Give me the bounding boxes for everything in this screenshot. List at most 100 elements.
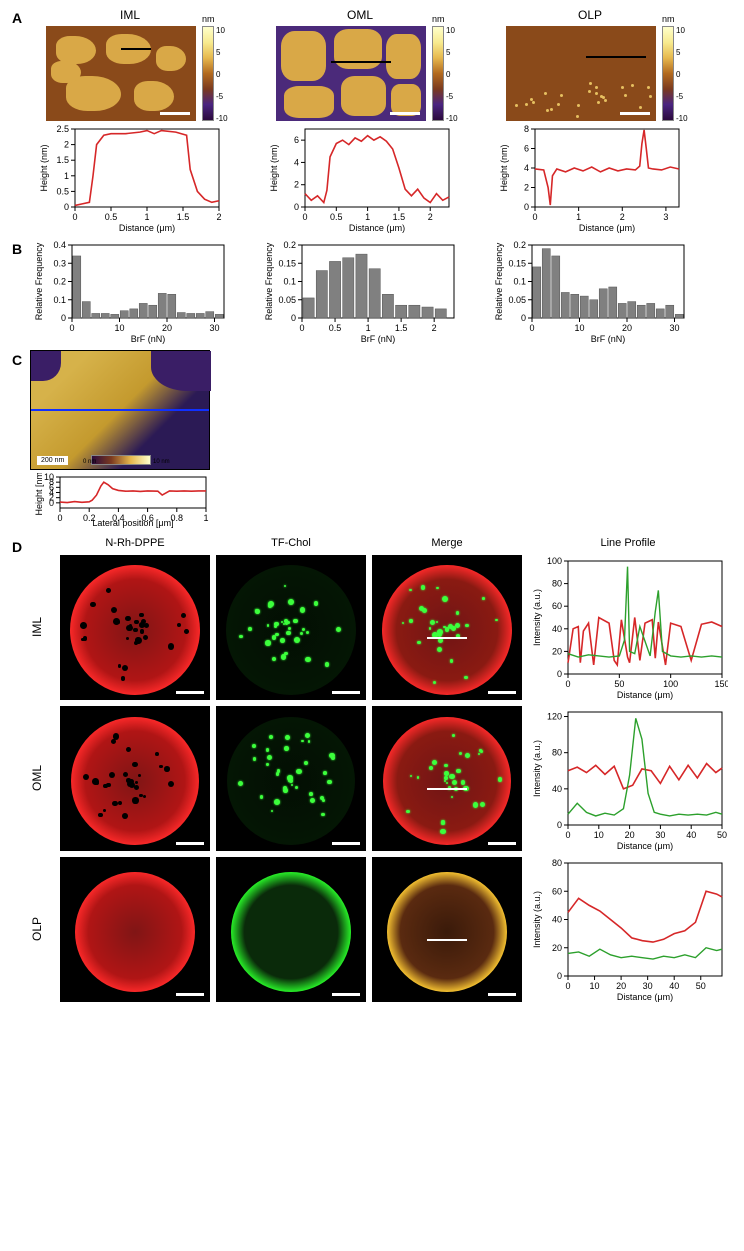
svg-text:1: 1 xyxy=(576,212,581,222)
svg-text:20: 20 xyxy=(552,646,562,656)
svg-text:0: 0 xyxy=(565,981,570,991)
svg-text:Distance (μm): Distance (μm) xyxy=(617,841,673,851)
svg-text:60: 60 xyxy=(552,601,562,611)
svg-text:0: 0 xyxy=(557,820,562,830)
svg-text:0: 0 xyxy=(72,212,77,222)
svg-text:0.5: 0.5 xyxy=(329,323,342,333)
svg-text:4: 4 xyxy=(294,157,299,167)
panel-c-label: C xyxy=(12,352,22,368)
afm-title: OML xyxy=(347,8,373,22)
svg-text:Distance (μm): Distance (μm) xyxy=(119,223,175,233)
svg-text:50: 50 xyxy=(614,679,624,689)
svg-text:1.5: 1.5 xyxy=(395,323,408,333)
svg-text:30: 30 xyxy=(669,323,679,333)
svg-text:20: 20 xyxy=(616,981,626,991)
section-line xyxy=(586,56,646,58)
scalebar xyxy=(332,691,360,694)
fluo-image-iml-1 xyxy=(216,555,366,700)
svg-text:0.05: 0.05 xyxy=(508,295,526,305)
scalebar xyxy=(176,993,204,996)
svg-text:40: 40 xyxy=(552,784,562,794)
svg-text:2: 2 xyxy=(294,180,299,190)
panel-d-colhead: N-Rh-DPPE xyxy=(60,537,210,549)
panel-a: A IMLnm1050-5-1000.511.5200.511.522.5Dis… xyxy=(8,8,736,233)
svg-text:1: 1 xyxy=(203,513,208,523)
svg-text:4: 4 xyxy=(524,163,529,173)
histogram-0: 010203000.10.20.30.4BrF (nN)Relative Fre… xyxy=(30,239,230,344)
svg-text:2.5: 2.5 xyxy=(56,124,69,134)
svg-text:20: 20 xyxy=(552,943,562,953)
svg-text:0.1: 0.1 xyxy=(513,277,526,287)
svg-text:80: 80 xyxy=(552,748,562,758)
svg-text:Distance (μm): Distance (μm) xyxy=(617,992,673,1002)
svg-text:Relative Frequency: Relative Frequency xyxy=(494,242,504,320)
svg-text:30: 30 xyxy=(643,981,653,991)
afm-block-oml: OMLnm1050-5-1000.511.520246Distance (μm)… xyxy=(260,8,460,233)
svg-text:50: 50 xyxy=(696,981,706,991)
fluo-image-iml-2 xyxy=(372,555,522,700)
panel-d-rowlabel: OML xyxy=(30,765,54,791)
svg-text:10: 10 xyxy=(44,473,54,482)
intensity-plot-olp: 01020304050020406080Distance (μm)Intensi… xyxy=(528,857,728,1002)
afm-image xyxy=(276,26,426,121)
svg-text:1: 1 xyxy=(64,171,69,181)
svg-text:Distance (μm): Distance (μm) xyxy=(617,690,673,700)
panel-c-afm-image: 200 nm 0 nm 10 nm xyxy=(30,350,210,470)
svg-text:0: 0 xyxy=(565,679,570,689)
merge-line xyxy=(427,637,467,639)
svg-text:Height (nm): Height (nm) xyxy=(39,144,49,191)
svg-text:0.4: 0.4 xyxy=(53,240,66,250)
svg-text:80: 80 xyxy=(552,579,562,589)
svg-text:2: 2 xyxy=(64,140,69,150)
svg-text:1: 1 xyxy=(366,323,371,333)
svg-text:0: 0 xyxy=(521,313,526,323)
svg-text:Lateral position [μm]: Lateral position [μm] xyxy=(92,518,173,528)
colorbar: nm1050-5-10 xyxy=(662,26,674,121)
svg-text:0: 0 xyxy=(565,830,570,840)
fluo-image-oml-0 xyxy=(60,706,210,851)
svg-text:0: 0 xyxy=(61,313,66,323)
panel-d: D N-Rh-DPPETF-CholMergeLine ProfileIML05… xyxy=(8,537,736,1002)
scalebar xyxy=(488,993,516,996)
svg-text:40: 40 xyxy=(686,830,696,840)
svg-text:Relative Frequency: Relative Frequency xyxy=(264,242,274,320)
svg-text:0.2: 0.2 xyxy=(513,240,526,250)
svg-text:Relative Frequency: Relative Frequency xyxy=(34,242,44,320)
scalebar xyxy=(620,112,650,115)
svg-text:2: 2 xyxy=(216,212,221,222)
svg-text:8: 8 xyxy=(524,124,529,134)
scalebar xyxy=(176,691,204,694)
svg-text:0.2: 0.2 xyxy=(53,277,66,287)
panel-d-rowlabel: IML xyxy=(30,617,54,637)
svg-text:0: 0 xyxy=(291,313,296,323)
colorbar: nm1050-5-10 xyxy=(432,26,444,121)
svg-text:30: 30 xyxy=(655,830,665,840)
svg-text:Height [nm]: Height [nm] xyxy=(34,473,44,516)
fluo-image-oml-1 xyxy=(216,706,366,851)
section-line xyxy=(121,48,151,50)
svg-text:0.05: 0.05 xyxy=(278,295,296,305)
figure: A IMLnm1050-5-1000.511.5200.511.522.5Dis… xyxy=(8,8,736,1002)
svg-text:0.15: 0.15 xyxy=(508,258,526,268)
svg-text:1: 1 xyxy=(365,212,370,222)
panel-c-profile: 00.20.40.60.810246810Lateral position [μ… xyxy=(30,473,210,528)
svg-text:0: 0 xyxy=(299,323,304,333)
svg-text:0: 0 xyxy=(557,669,562,679)
svg-text:6: 6 xyxy=(524,144,529,154)
panel-d-label: D xyxy=(12,539,22,555)
scalebar xyxy=(390,112,420,115)
height-profile: 012302468Distance (μm)Height (nm) xyxy=(495,123,685,233)
svg-text:60: 60 xyxy=(552,886,562,896)
svg-text:40: 40 xyxy=(552,915,562,925)
histogram-2: 010203000.050.10.150.2BrF (nN)Relative F… xyxy=(490,239,690,344)
afm-title: OLP xyxy=(578,8,602,22)
svg-text:BrF (nN): BrF (nN) xyxy=(591,334,626,344)
scalebar xyxy=(176,842,204,845)
svg-text:80: 80 xyxy=(552,858,562,868)
svg-text:0.1: 0.1 xyxy=(53,295,66,305)
svg-text:20: 20 xyxy=(622,323,632,333)
svg-text:0: 0 xyxy=(57,513,62,523)
fluo-image-olp-0 xyxy=(60,857,210,1002)
svg-text:1: 1 xyxy=(144,212,149,222)
svg-text:20: 20 xyxy=(625,830,635,840)
